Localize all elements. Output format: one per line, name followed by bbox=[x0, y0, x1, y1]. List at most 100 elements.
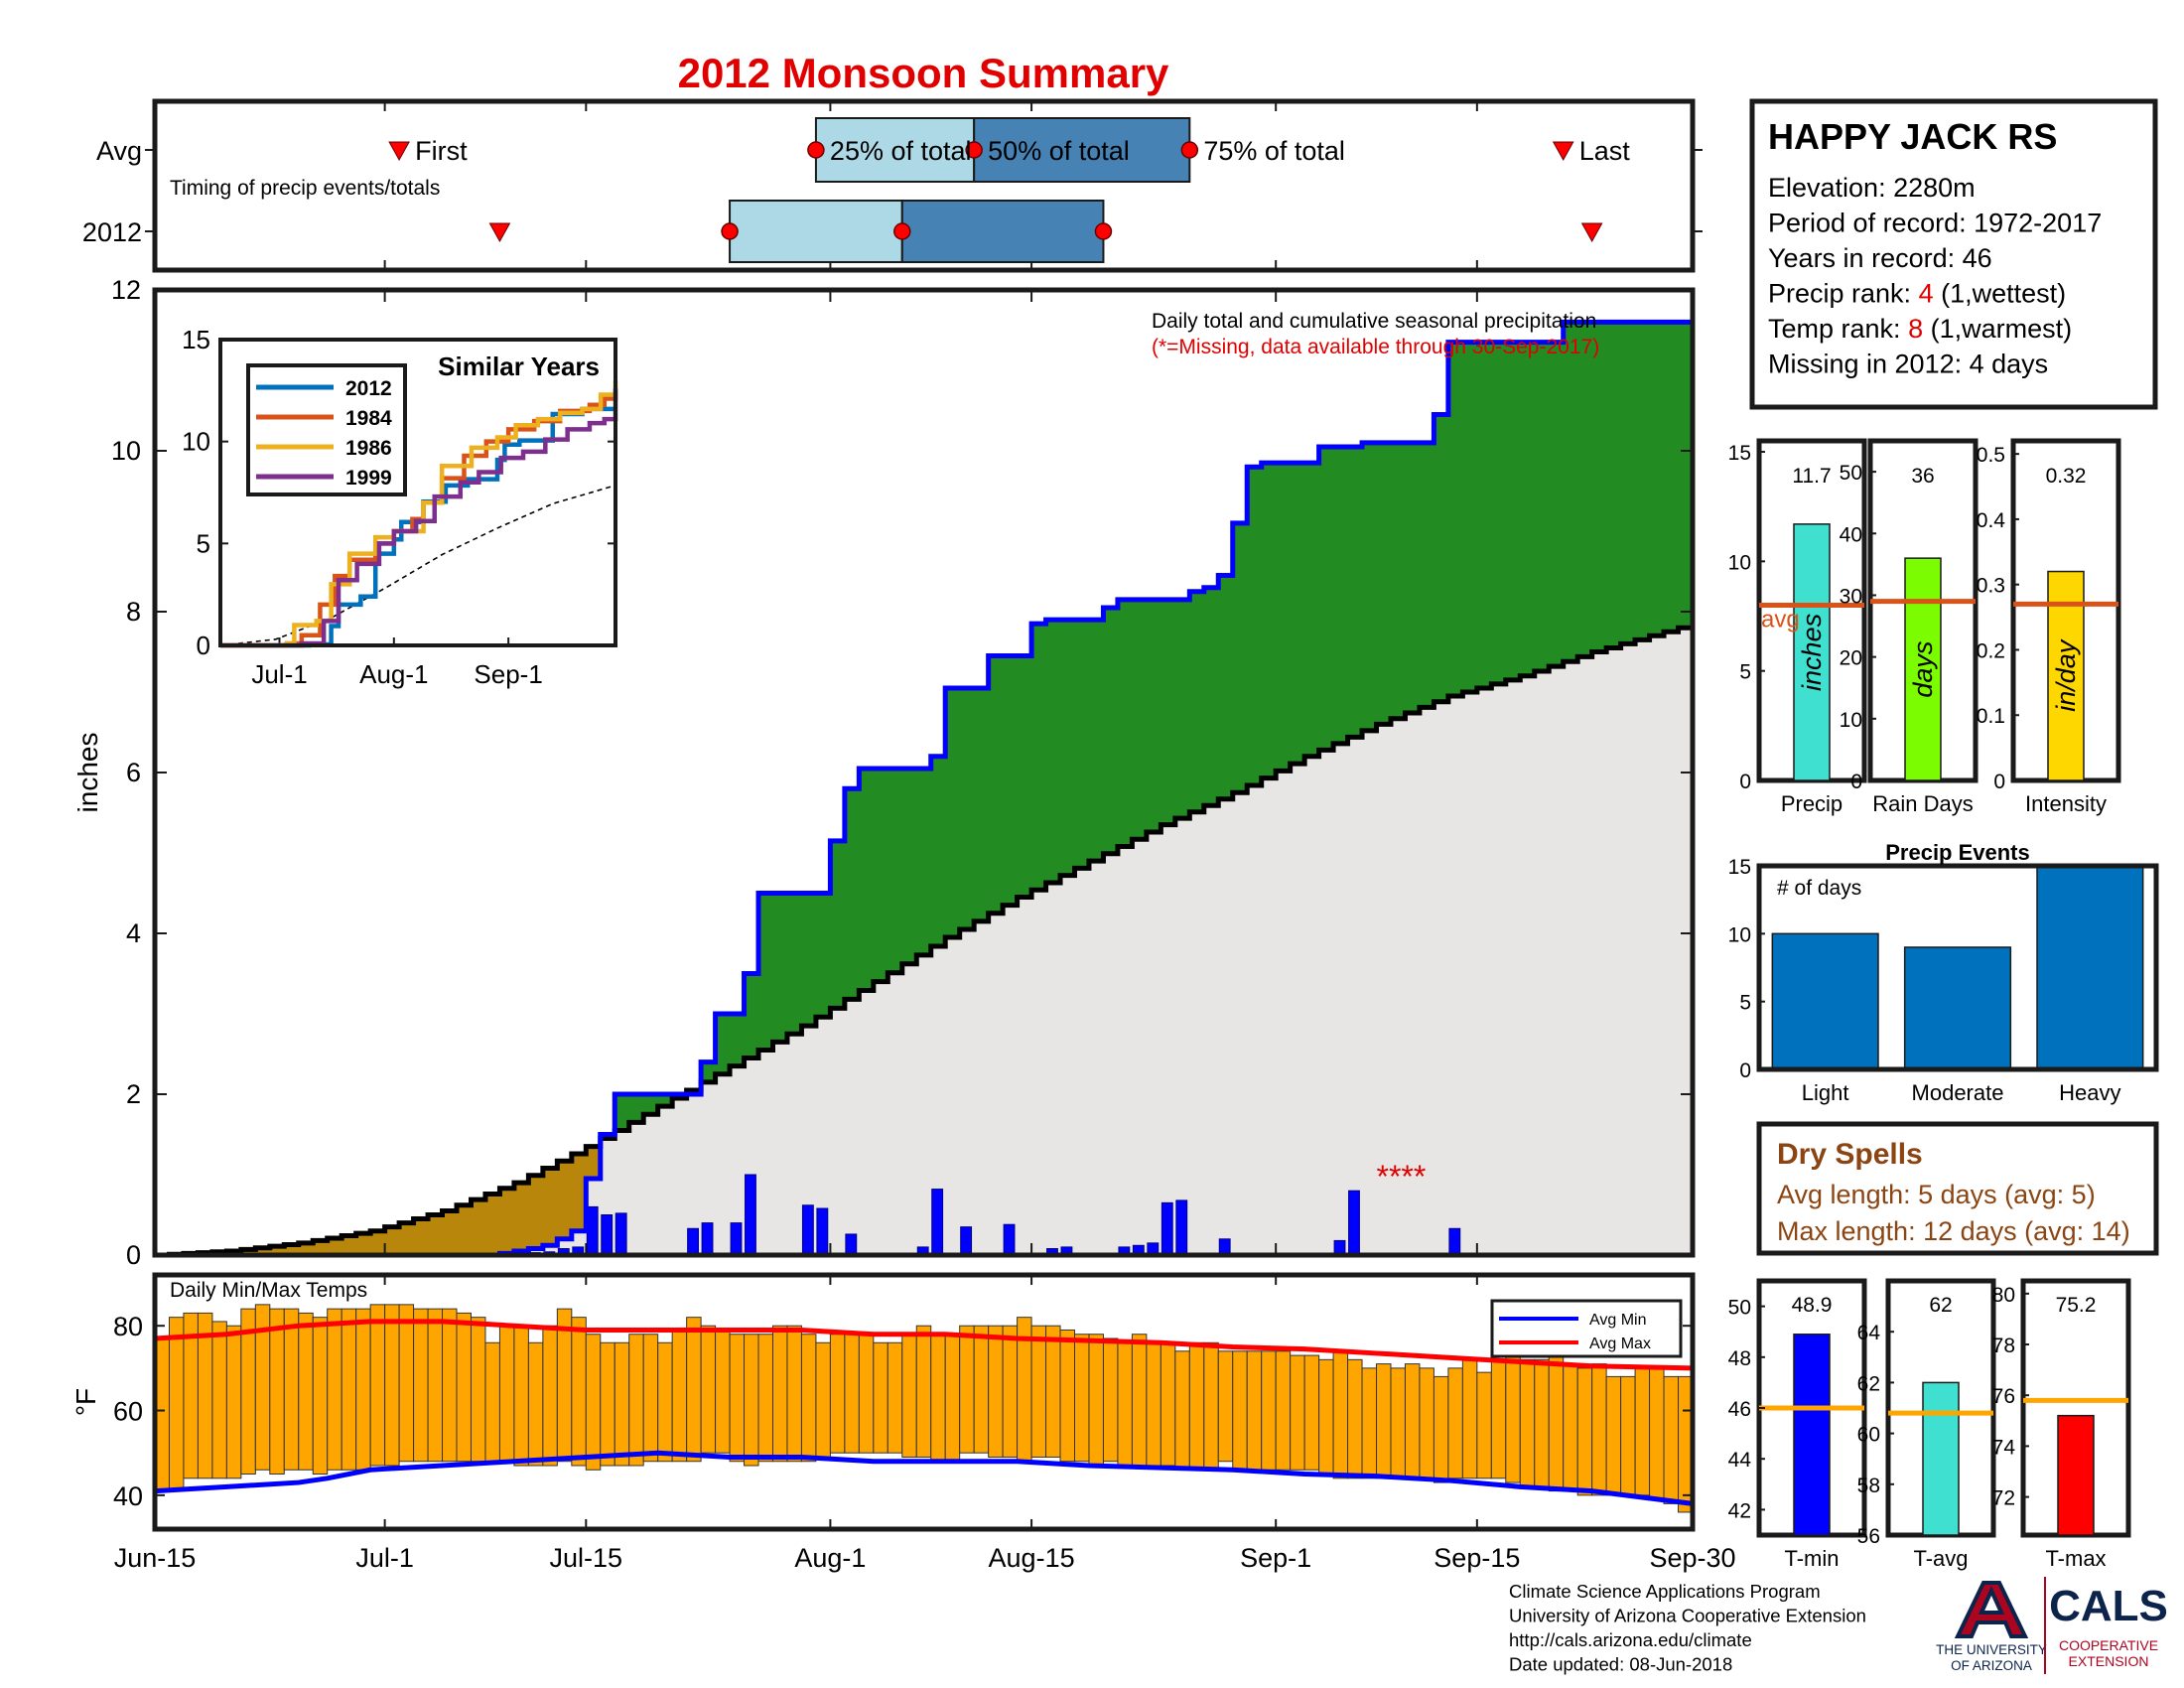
daily-temp-range-bar bbox=[642, 1334, 659, 1463]
daily-precip-bar bbox=[730, 1222, 743, 1256]
daily-temp-range-bar bbox=[1232, 1350, 1248, 1471]
footer-line: http://cals.arizona.edu/climate bbox=[1509, 1629, 1752, 1650]
temp-ytick-label: 50 bbox=[1728, 1297, 1751, 1320]
daily-temp-range-bar bbox=[600, 1341, 615, 1467]
temps-ytick-label: 80 bbox=[113, 1312, 143, 1341]
daily-temp-range-bar bbox=[1174, 1350, 1190, 1471]
mini-ytick-label: 0.3 bbox=[1977, 575, 2005, 598]
daily-temp-range-bar bbox=[1519, 1358, 1536, 1487]
missing-marker: **** bbox=[1377, 1159, 1427, 1195]
station-info-text: Missing in 2012: 4 days bbox=[1768, 350, 2048, 379]
daily-temp-range-bar bbox=[1490, 1358, 1507, 1479]
station-info-line: Precip rank: 4 (1,wettest) bbox=[1768, 279, 2066, 309]
daily-temp-range-bar bbox=[527, 1341, 544, 1467]
daily-temp-range-bar bbox=[355, 1308, 371, 1471]
daily-temp-range-bar bbox=[1303, 1354, 1320, 1471]
daily-temps-chart: 40 60 80 Jun-15 Jul-1 Jul-15 Aug-1 Aug-15 Sep-1 S… bbox=[70, 1272, 1736, 1573]
daily-temp-range-bar bbox=[757, 1334, 773, 1463]
below-average-area bbox=[355, 1233, 371, 1255]
mini-avg-label: avg bbox=[1761, 606, 1800, 633]
below-average-area bbox=[557, 1161, 573, 1239]
mini-ytick-label: 0 bbox=[1850, 771, 1862, 793]
above-average-area bbox=[873, 768, 888, 982]
dry-spells-box: Dry Spells Avg length: 5 days (avg: 5) Max… bbox=[1756, 1121, 2159, 1256]
above-average-area bbox=[1476, 342, 1492, 688]
temp-value-label: 62 bbox=[1929, 1294, 1952, 1317]
events-ylabel: # of days bbox=[1777, 877, 1861, 900]
last-label: Last bbox=[1579, 136, 1631, 166]
above-average-area bbox=[1678, 322, 1694, 629]
below-average-area bbox=[571, 1153, 587, 1231]
timing-quartile-marker bbox=[965, 141, 983, 159]
average-cumulative-line bbox=[155, 624, 1696, 1258]
daily-temp-range-bar bbox=[715, 1329, 731, 1454]
main-ytick-label: 12 bbox=[111, 275, 141, 305]
daily-temp-range-bar bbox=[1332, 1350, 1349, 1479]
daily-temp-range-bar bbox=[470, 1317, 486, 1463]
above-average-area bbox=[930, 756, 946, 946]
daily-temp-range-bar bbox=[1505, 1350, 1521, 1483]
main-ytick-label: 8 bbox=[126, 597, 141, 627]
daily-temp-range-bar bbox=[1290, 1354, 1305, 1471]
below-average-area bbox=[586, 1146, 602, 1180]
temp-ytick-label: 76 bbox=[1992, 1385, 2015, 1408]
below-average-area bbox=[255, 1247, 271, 1255]
timing-first-last-marker bbox=[1552, 141, 1574, 162]
daily-temp-range-bar bbox=[614, 1341, 630, 1467]
daily-temp-range-bar bbox=[1404, 1363, 1421, 1479]
daily-temp-range-bar bbox=[1088, 1334, 1104, 1467]
above-average-area bbox=[744, 973, 759, 1058]
temp-ytick-label: 78 bbox=[1992, 1335, 2015, 1357]
ua-name-line1: THE UNIVERSITY bbox=[1936, 1642, 2047, 1657]
x-axis-date-label: Aug-1 bbox=[794, 1543, 866, 1573]
above-average-area bbox=[1520, 342, 1536, 676]
temp-value-bar bbox=[2057, 1414, 2095, 1536]
daily-temp-range-bar bbox=[729, 1334, 746, 1463]
daily-temp-range-bar bbox=[327, 1308, 342, 1471]
daily-temp-range-bar bbox=[1002, 1325, 1019, 1458]
station-name: HAPPY JACK RS bbox=[1768, 116, 2057, 157]
daily-temp-range-bar bbox=[1591, 1363, 1607, 1496]
temp-ytick-label: 42 bbox=[1728, 1499, 1751, 1522]
above-average-area bbox=[1462, 342, 1478, 692]
inset-legend-label: 1999 bbox=[345, 467, 392, 490]
dry-frame bbox=[1756, 1121, 2159, 1256]
above-average-area bbox=[1491, 342, 1507, 684]
above-average-area bbox=[959, 687, 975, 929]
mini-ytick-label: 0 bbox=[1739, 771, 1751, 793]
daily-temp-range-bar bbox=[1059, 1329, 1076, 1463]
mini-category-label: Rain Days bbox=[1872, 791, 1973, 816]
cumulative-2012-line bbox=[155, 319, 1693, 1258]
daily-precip-bar bbox=[801, 1204, 814, 1256]
events-ytick-label: 0 bbox=[1739, 1059, 1751, 1082]
above-average-area bbox=[701, 1061, 717, 1082]
dry-title: Dry Spells bbox=[1777, 1138, 1923, 1171]
daily-temp-range-bar bbox=[915, 1325, 932, 1458]
precip-events-chart: Light Moderate Heavy 0 5 10 15 Precip Events # o… bbox=[1728, 840, 2159, 1105]
daily-temp-range-bar bbox=[1074, 1334, 1090, 1463]
q25-label: 25% of total bbox=[830, 136, 972, 166]
above-average-area bbox=[1649, 322, 1665, 636]
inset-series-line-1986 bbox=[220, 380, 618, 648]
station-info-text: (1,warmest) bbox=[1923, 314, 2072, 344]
daily-temp-range-bar bbox=[298, 1312, 314, 1471]
similar-years-inset: 0 5 10 15 Jul-1 Aug-1 Sep-1 Similar Years 2012 19… bbox=[182, 325, 618, 689]
below-average-area bbox=[298, 1242, 314, 1255]
coop-ext-line1: COOPERATIVE bbox=[2059, 1637, 2158, 1653]
daily-temp-range-bar bbox=[815, 1341, 831, 1458]
daily-temp-range-bar bbox=[413, 1308, 429, 1463]
main-ytick-label: 2 bbox=[126, 1079, 141, 1109]
below-average-area bbox=[471, 1199, 486, 1255]
station-info-box: HAPPY JACK RS Elevation: 2280m Period of r… bbox=[1749, 98, 2158, 410]
timing-quartile-marker bbox=[1094, 222, 1113, 240]
above-average-area bbox=[1247, 467, 1263, 785]
daily-temp-range-bar bbox=[1433, 1375, 1449, 1483]
mini-category-label: Precip bbox=[1781, 791, 1843, 816]
timing-panel: Avg 2012 First Last 25% of total 50% of total… bbox=[82, 98, 1703, 273]
daily-temp-range-bar bbox=[585, 1334, 602, 1471]
above-average-area bbox=[1003, 655, 1019, 906]
daily-temp-range-bar bbox=[498, 1325, 515, 1463]
main-ytick-label: 4 bbox=[126, 918, 141, 948]
temps-ytick-label: 60 bbox=[113, 1397, 143, 1427]
daily-temp-range-bar bbox=[542, 1325, 558, 1467]
